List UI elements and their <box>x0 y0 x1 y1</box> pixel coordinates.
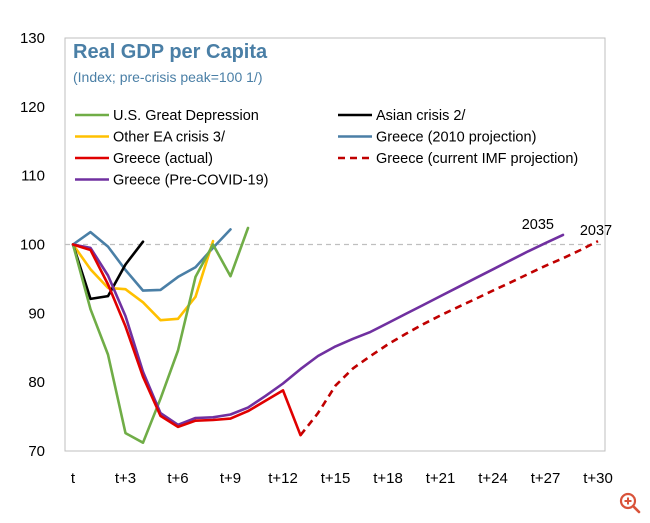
tick-layer: 70 80 90 100 110 120 130 t t+3 t+6 t+9 t+12 t+15 t+18… <box>20 30 613 487</box>
legend-label: Other EA crisis 3/ <box>113 130 226 146</box>
y-tick-label: 80 <box>28 374 45 391</box>
chart-subtitle: (Index; pre-crisis peak=100 1/) <box>73 69 262 85</box>
y-tick-label: 70 <box>28 443 45 460</box>
series-layer <box>71 226 599 445</box>
x-tick-label: t+6 <box>167 470 188 487</box>
series-line-greece-2010-projection <box>71 228 232 292</box>
legend-label: Greece (current IMF projection) <box>376 151 578 167</box>
x-tick-label: t+27 <box>531 470 561 487</box>
legend-label: Greece (Pre-COVID-19) <box>113 173 269 189</box>
series-line-greece-actual <box>71 243 302 437</box>
x-tick-label: t+3 <box>115 470 136 487</box>
legend-label: Greece (2010 projection) <box>376 130 536 146</box>
x-tick-label: t+15 <box>321 470 351 487</box>
series-line-u-s-great-depression <box>71 226 250 445</box>
y-tick-label: 110 <box>21 168 45 185</box>
x-tick-label: t+30 <box>583 470 613 487</box>
series-line-greece-pre-covid-19 <box>71 233 565 427</box>
zoom-lens-circle <box>619 492 637 510</box>
chart-title: Real GDP per Capita <box>73 41 268 63</box>
x-tick-label: t+12 <box>268 470 298 487</box>
y-tick-label: 120 <box>20 99 45 116</box>
x-tick-label: t+18 <box>373 470 403 487</box>
legend-label: Greece (actual) <box>113 151 213 167</box>
series-line-asian-crisis-2 <box>71 240 145 301</box>
legend-label: Asian crisis 2/ <box>376 108 466 124</box>
series-line-greece-current-imf-projection <box>299 239 599 437</box>
annotation-year-2037: 2037 <box>580 223 612 239</box>
x-tick-label: t+9 <box>220 470 241 487</box>
y-tick-label: 100 <box>20 237 45 254</box>
x-tick-label: t+21 <box>426 470 456 487</box>
annotation-layer: 2035 2037 <box>522 217 612 239</box>
y-tick-label: 90 <box>28 305 45 322</box>
x-tick-label: t+24 <box>478 470 508 487</box>
zoom-in-icon[interactable] <box>618 491 642 515</box>
legend: U.S. Great Depression Asian crisis 2/Othe… <box>75 108 578 189</box>
legend-label: U.S. Great Depression <box>113 108 259 124</box>
zoom-lens-handle <box>631 504 641 514</box>
x-tick-label: t <box>71 470 76 487</box>
y-tick-label: 130 <box>20 30 45 47</box>
annotation-year-2035: 2035 <box>522 217 554 233</box>
